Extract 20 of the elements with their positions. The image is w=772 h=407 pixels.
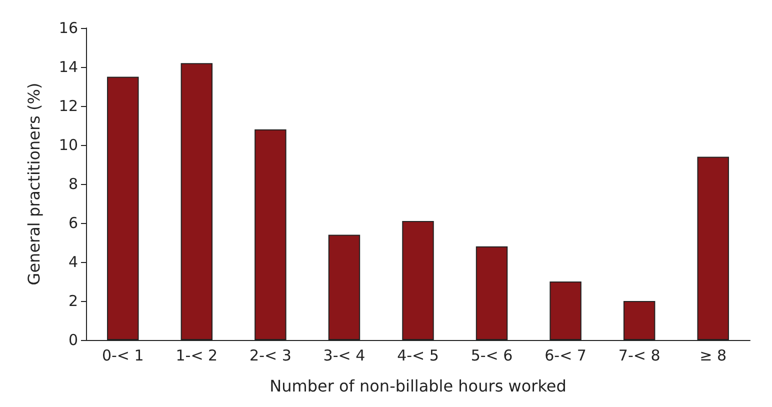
- x-tick-label: 3-< 4: [323, 346, 366, 364]
- y-tick-label: 16: [58, 19, 78, 37]
- y-tick-label: 12: [58, 97, 78, 115]
- x-tick-label: 5-< 6: [470, 346, 513, 364]
- x-tick-label: 2-< 3: [250, 346, 292, 364]
- y-tick-label: 0: [68, 331, 78, 349]
- y-tick-label: 6: [68, 214, 78, 232]
- x-tick-label: 6-< 7: [544, 346, 586, 364]
- x-tick-label: ≥ 8: [700, 346, 727, 364]
- y-tick-label: 8: [68, 175, 78, 193]
- y-tick-label: 2: [68, 292, 78, 310]
- x-tick-label: 7-< 8: [618, 346, 660, 364]
- y-tick-label: 4: [68, 253, 78, 271]
- y-axis-title: General practitioners (%): [24, 82, 44, 286]
- x-axis-title: Number of non-billable hours worked: [270, 376, 566, 396]
- x-tick-label: 1-< 2: [176, 346, 218, 364]
- x-tick-label: 0-< 1: [102, 346, 144, 364]
- x-tick-label: 4-< 5: [397, 346, 439, 364]
- y-tick-label: 14: [58, 58, 78, 76]
- y-tick-label: 10: [58, 136, 78, 154]
